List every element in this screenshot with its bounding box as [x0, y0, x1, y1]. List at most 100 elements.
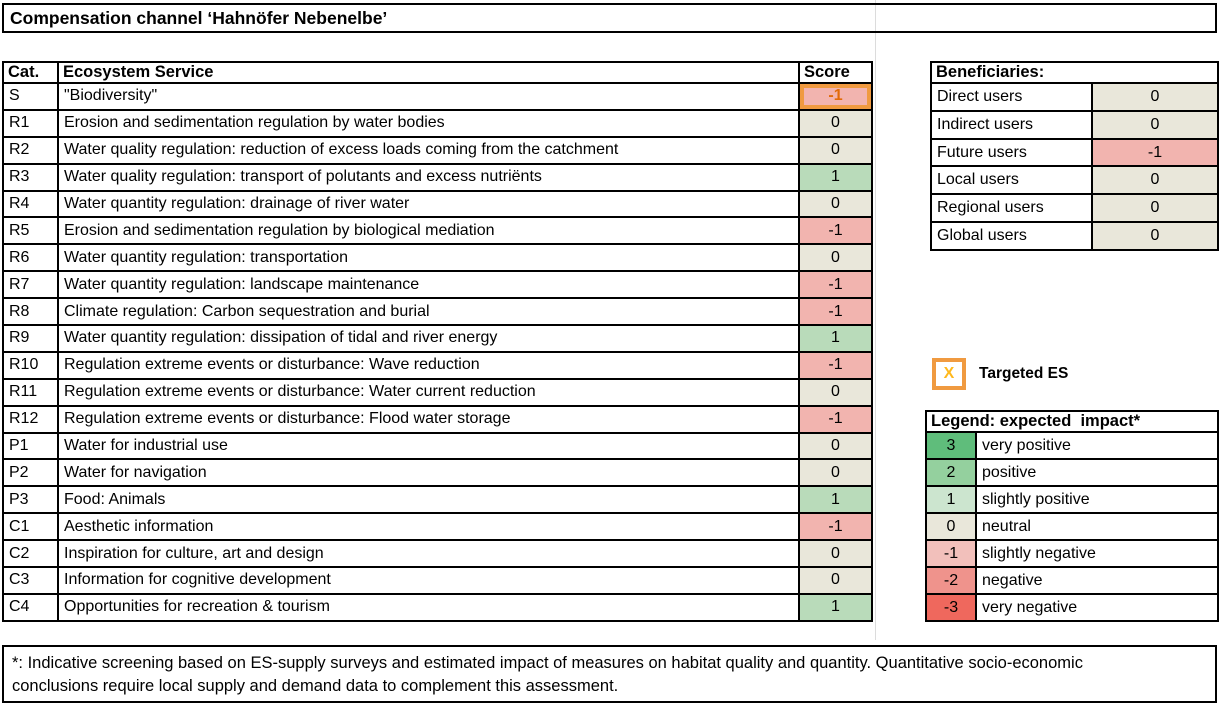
- header-row: Cat. Ecosystem Service Score: [2, 61, 873, 84]
- service-cell: Information for cognitive development: [57, 566, 800, 595]
- table-row: R2 Water quality regulation: reduction of…: [2, 135, 873, 165]
- table-row: P2 Water for navigation 0: [2, 458, 873, 488]
- legend-row: -3 very negative: [925, 593, 1219, 622]
- service-cell: Erosion and sedimentation regulation by …: [57, 216, 800, 246]
- legend-label-cell: very negative: [975, 593, 1219, 622]
- score-cell: 0: [798, 108, 873, 138]
- score-cell: -1: [798, 270, 873, 300]
- score-cell: 0: [798, 135, 873, 165]
- table-row: R6 Water quantity regulation: transportat…: [2, 243, 873, 273]
- footnote-box: *: Indicative screening based on ES-supp…: [2, 645, 1217, 703]
- service-cell: Water quantity regulation: drainage of r…: [57, 189, 800, 219]
- service-cell: Water quality regulation: transport of p…: [57, 162, 800, 192]
- table-row: R5 Erosion and sedimentation regulation b…: [2, 216, 873, 246]
- score-cell: 0: [798, 431, 873, 461]
- beneficiaries-header: Beneficiaries:: [930, 61, 1219, 84]
- header-row: Legend: expected impact*: [925, 410, 1219, 433]
- table-row: R8 Climate regulation: Carbon sequestrati…: [2, 297, 873, 327]
- beneficiary-label-cell: Regional users: [930, 193, 1093, 224]
- col-header-cat: Cat.: [2, 61, 59, 84]
- table-row: C2 Inspiration for culture, art and desig…: [2, 539, 873, 569]
- table-row: S "Biodiversity" -1: [2, 82, 873, 111]
- table-row: R4 Water quantity regulation: drainage of…: [2, 189, 873, 219]
- header-row: Beneficiaries:: [930, 61, 1219, 84]
- cat-cell: P3: [2, 485, 59, 515]
- legend-row: 2 positive: [925, 458, 1219, 487]
- service-cell: Aesthetic information: [57, 512, 800, 542]
- table-row: R11 Regulation extreme events or disturba…: [2, 377, 873, 407]
- service-cell: Food: Animals: [57, 485, 800, 515]
- beneficiary-row: Local users 0: [930, 165, 1219, 196]
- legend-value-cell: -3: [925, 593, 977, 622]
- legend-value-cell: 0: [925, 512, 977, 541]
- cat-cell: R1: [2, 108, 59, 138]
- score-cell: -1: [798, 216, 873, 246]
- score-cell: 1: [798, 324, 873, 353]
- footnote-text: *: Indicative screening based on ES-supp…: [12, 654, 1083, 695]
- legend-value-cell: 2: [925, 458, 977, 487]
- cat-cell: R2: [2, 135, 59, 165]
- beneficiary-value-cell: 0: [1091, 165, 1219, 196]
- service-cell: Water quantity regulation: transportatio…: [57, 243, 800, 273]
- table-row: R12 Regulation extreme events or disturba…: [2, 404, 873, 434]
- cat-cell: C3: [2, 566, 59, 595]
- table-row: R1 Erosion and sedimentation regulation b…: [2, 108, 873, 138]
- targeted-es-marker-box: X: [932, 358, 966, 390]
- cat-cell: R7: [2, 270, 59, 300]
- beneficiary-row: Global users 0: [930, 221, 1219, 251]
- legend-label-cell: slightly negative: [975, 539, 1219, 568]
- legend-value-cell: 1: [925, 485, 977, 514]
- cat-cell: P1: [2, 431, 59, 461]
- table-row: R9 Water quantity regulation: dissipation…: [2, 324, 873, 353]
- beneficiary-value-cell: -1: [1091, 137, 1219, 168]
- legend-label-cell: positive: [975, 458, 1219, 487]
- cat-cell: R9: [2, 324, 59, 353]
- legend-value-cell: -1: [925, 539, 977, 568]
- col-header-service: Ecosystem Service: [57, 61, 800, 84]
- title-bar: Compensation channel ‘Hahnöfer Nebenelbe…: [2, 3, 1217, 33]
- service-cell: Climate regulation: Carbon sequestration…: [57, 297, 800, 327]
- beneficiaries-table: Beneficiaries: Direct users 0 Indirect use…: [930, 61, 1219, 251]
- beneficiary-value-cell: 0: [1091, 221, 1219, 251]
- service-cell: Water quantity regulation: landscape mai…: [57, 270, 800, 300]
- legend-value-cell: -2: [925, 566, 977, 595]
- service-cell: Regulation extreme events or disturbance…: [57, 404, 800, 434]
- table-row: R3 Water quality regulation: transport of…: [2, 162, 873, 192]
- legend-value-cell: 3: [925, 431, 977, 460]
- cat-cell: R4: [2, 189, 59, 219]
- cat-cell: R5: [2, 216, 59, 246]
- impact-legend-table: Legend: expected impact* 3 very positive 2…: [925, 410, 1219, 622]
- beneficiary-label-cell: Local users: [930, 165, 1093, 196]
- beneficiary-value-cell: 0: [1091, 82, 1219, 112]
- page-title: Compensation channel ‘Hahnöfer Nebenelbe…: [10, 7, 388, 28]
- score-cell: -1: [798, 350, 873, 380]
- service-cell: Water quantity regulation: dissipation o…: [57, 324, 800, 353]
- targeted-es-key: X Targeted ES: [932, 358, 1068, 390]
- cat-cell: R10: [2, 350, 59, 380]
- cat-cell: R6: [2, 243, 59, 273]
- legend-label-cell: slightly positive: [975, 485, 1219, 514]
- cat-cell: R8: [2, 297, 59, 327]
- sheet-gridline: [875, 0, 876, 640]
- targeted-es-label: Targeted ES: [979, 365, 1069, 382]
- score-cell: 1: [798, 162, 873, 192]
- score-cell: 0: [798, 539, 873, 569]
- cat-cell: C4: [2, 592, 59, 623]
- score-cell: -1: [798, 297, 873, 327]
- col-header-score: Score: [798, 61, 873, 84]
- legend-label-cell: negative: [975, 566, 1219, 595]
- legend-row: 1 slightly positive: [925, 485, 1219, 514]
- service-cell: Opportunities for recreation & tourism: [57, 592, 800, 623]
- beneficiary-label-cell: Future users: [930, 137, 1093, 168]
- cat-cell: R11: [2, 377, 59, 407]
- beneficiary-label-cell: Indirect users: [930, 109, 1093, 140]
- score-cell: -1: [798, 82, 873, 111]
- score-cell: 1: [798, 485, 873, 515]
- legend-row: 3 very positive: [925, 431, 1219, 460]
- score-cell: 0: [798, 243, 873, 273]
- score-cell: 1: [798, 592, 873, 623]
- score-cell: 0: [798, 566, 873, 595]
- cat-cell: C1: [2, 512, 59, 542]
- score-cell: -1: [798, 512, 873, 542]
- service-cell: Water for navigation: [57, 458, 800, 488]
